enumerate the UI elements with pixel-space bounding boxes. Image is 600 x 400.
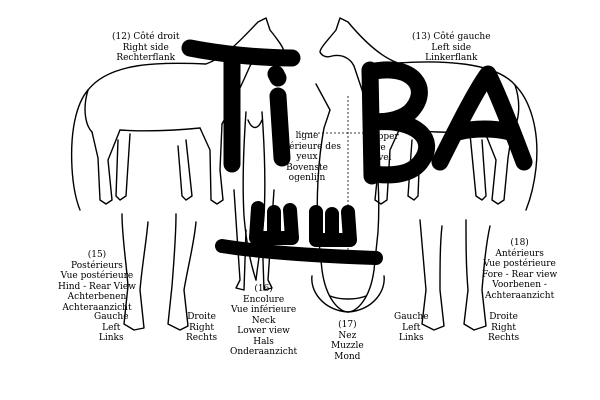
label-en: Muzzle — [331, 341, 364, 351]
label-nl: Bovenste ogenlijn — [286, 162, 328, 184]
label-right-side: (12) Côté droit Right side Rechterflank — [112, 32, 179, 64]
label-nl: Achteraanzicht — [62, 302, 132, 313]
label-fr: Nez — [338, 330, 357, 341]
label-fr: Côté gauche — [433, 32, 491, 42]
handwriting-letters — [181, 39, 533, 185]
label-nl: Links — [398, 333, 424, 343]
label-nl: Rechts — [488, 333, 520, 343]
label-left-side: (13) Côté gauche Left side Linkerflank — [412, 32, 491, 64]
label-fr: Côté droit — [133, 32, 180, 42]
label-fr: Antérieurs — [495, 248, 544, 259]
label-fr: Gauche — [394, 312, 429, 322]
label-number: (13) — [412, 32, 434, 42]
label-en: Left — [102, 322, 121, 333]
label-nl: Linkerflank — [425, 53, 478, 63]
label-number: (17) — [338, 320, 357, 330]
label-nl: Voorbenen - — [492, 280, 547, 290]
label-en: Right side — [122, 42, 169, 53]
label-hind-left: Gauche Left Links — [94, 312, 129, 344]
label-en: Neck — [251, 315, 276, 326]
label-eye-level-nl: ligne supérieure des yeux Bovenste ogenl… — [272, 131, 342, 184]
label-nl: Links — [98, 333, 124, 343]
label-fr: Postérieurs — [71, 260, 123, 271]
label-hind: (15) Postérieurs Vue postérieure Hind - … — [58, 250, 136, 313]
label-nl: Rechterflank — [116, 53, 176, 63]
label-en: Right — [189, 322, 215, 333]
label-en: Left — [402, 322, 421, 333]
label-en: Right — [491, 322, 517, 333]
label-nl: Onderaanzicht — [230, 347, 298, 357]
label-fr: Droite — [489, 312, 518, 322]
label-fr: Droite — [187, 312, 216, 322]
label-line: Upper — [370, 132, 399, 142]
label-nl: Rechts — [186, 333, 218, 343]
label-fr: Vue postérieure — [60, 271, 134, 281]
right-side-horse-outline — [70, 17, 285, 211]
label-eye-level-en: Upper eye level — [370, 132, 399, 164]
label-fr: ligne supérieure des yeux — [272, 131, 341, 162]
label-nl: Hals — [253, 336, 274, 347]
label-number: (12) — [112, 32, 134, 42]
label-fore: (18) Antérieurs Vue postérieure Fore - R… — [482, 238, 557, 301]
label-en: Fore - Rear view — [482, 269, 558, 280]
label-en: Hind - Rear View — [58, 281, 136, 292]
label-nl: Achterbenen — [67, 292, 127, 302]
label-hind-right: Droite Right Rechts — [186, 312, 217, 344]
label-neck: (16) Encolure Vue inférieure Neck Lower … — [230, 284, 297, 358]
label-nl: Mond — [334, 351, 361, 362]
label-en: Left side — [431, 42, 472, 53]
label-number: (15) — [87, 250, 107, 260]
label-number: (16) — [254, 284, 273, 294]
fore-legs-rear-view — [419, 219, 491, 331]
label-fore-right: Droite Right Rechts — [488, 312, 519, 344]
hind-legs-rear-view — [121, 213, 197, 331]
label-fr: Vue inférieure — [231, 305, 297, 315]
label-fr: Gauche — [94, 312, 129, 322]
label-fr: Encolure — [243, 294, 285, 305]
label-fore-left: Gauche Left Links — [394, 312, 429, 344]
label-line: eye — [370, 142, 386, 153]
handwriting-mark — [215, 201, 383, 265]
label-line: level — [370, 153, 392, 163]
label-en: Lower view — [237, 326, 290, 336]
label-muzzle: (17) Nez Muzzle Mond — [331, 320, 364, 362]
label-number: (18) — [510, 238, 529, 248]
label-nl: Achteraanzicht — [485, 290, 555, 301]
label-fr: Vue postérieure — [483, 259, 556, 269]
